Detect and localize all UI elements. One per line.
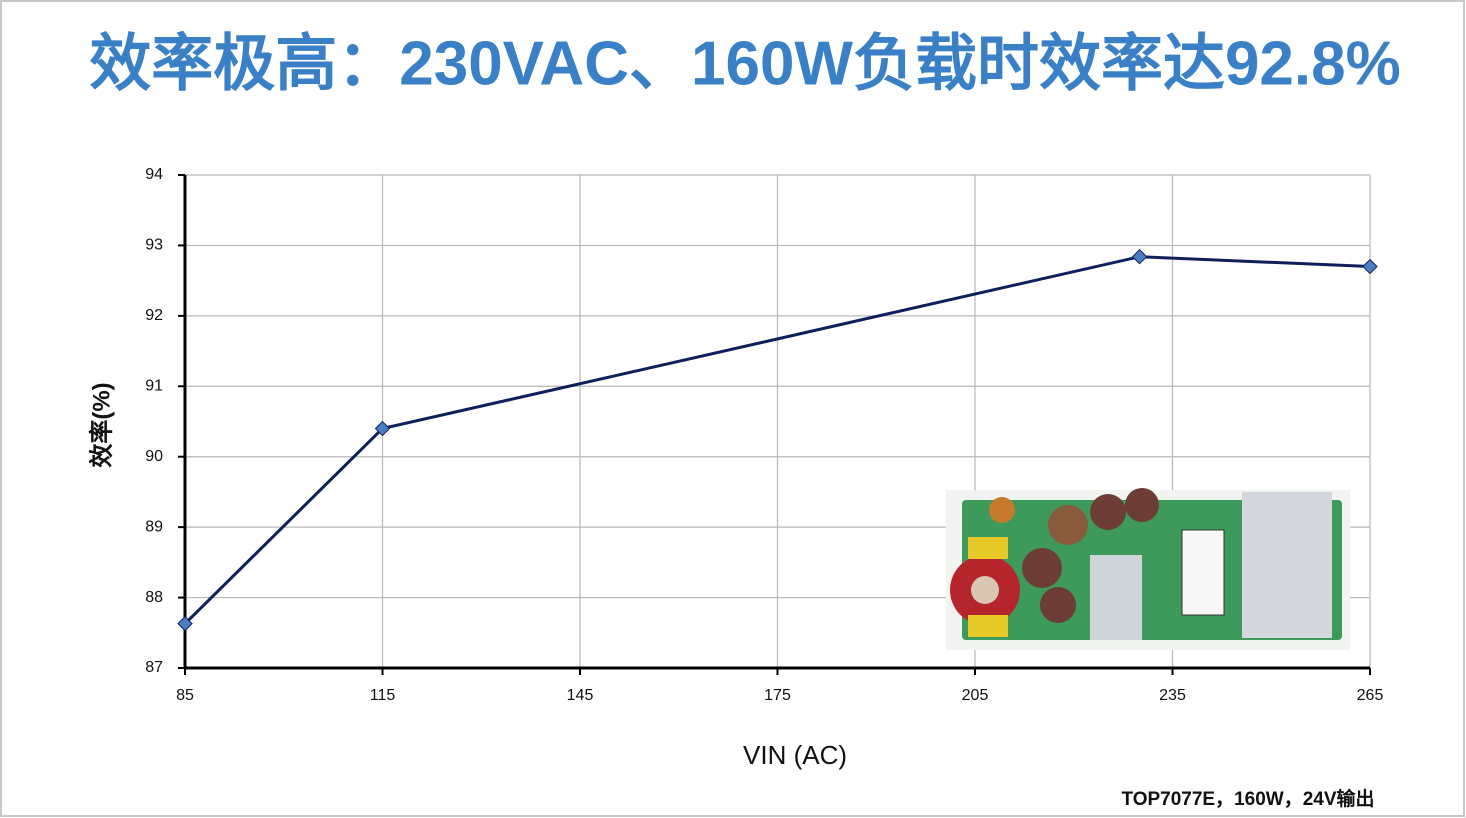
- y-tick-label: 87: [145, 659, 163, 676]
- y-tick-label: 88: [145, 589, 163, 606]
- y-tick-label: 92: [145, 307, 163, 324]
- x-tick-label: 175: [764, 687, 791, 704]
- x-tick-label: 85: [176, 687, 194, 704]
- y-tick-label: 89: [145, 518, 163, 535]
- x-tick-label: 145: [567, 687, 594, 704]
- data-point: [1131, 248, 1148, 265]
- pcb-photo: [946, 488, 1350, 650]
- y-tick-label: 90: [145, 448, 163, 465]
- x-tick-label: 265: [1357, 687, 1384, 704]
- data-point: [1362, 258, 1378, 275]
- title: 效率极高：230VAC、160W负载时效率达92.8%: [89, 29, 1401, 98]
- y-tick-label: 93: [145, 237, 163, 254]
- x-tick-label: 115: [370, 687, 396, 704]
- y-tick-label: 91: [145, 378, 163, 395]
- x-axis-label: VIN (AC): [743, 740, 847, 770]
- y-tick-label: 94: [145, 166, 163, 183]
- x-tick-label: 235: [1159, 687, 1186, 704]
- note: TOP7077E，160W，24V输出: [1121, 787, 1374, 810]
- data-line: [183, 255, 1371, 625]
- data-point: [177, 615, 193, 632]
- x-tick-label: 205: [962, 687, 989, 704]
- data-point: [374, 420, 391, 437]
- y-axis-label: 效率(%): [87, 382, 115, 467]
